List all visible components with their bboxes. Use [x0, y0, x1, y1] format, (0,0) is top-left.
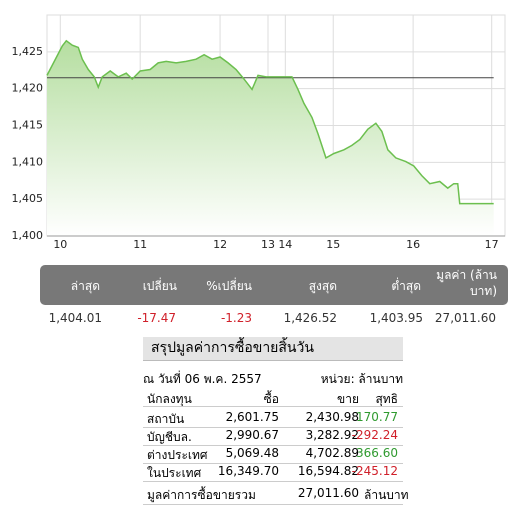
summary-value: 1,403.95: [369, 311, 423, 325]
summary-value: 27,011.60: [434, 311, 496, 325]
summary-value: 1,426.52: [283, 311, 337, 325]
summary-header: %เปลี่ยน: [206, 279, 252, 293]
row-line: [143, 406, 403, 407]
summary-header: เปลี่ยน: [142, 279, 177, 293]
table-cell: -245.12: [351, 464, 398, 478]
row-line: [143, 445, 403, 446]
table-cell: 5,069.48: [225, 446, 279, 460]
x-tick-label: 16: [406, 238, 420, 251]
y-tick-label: 1,420: [12, 82, 44, 95]
table-cell: 2,430.98: [305, 410, 359, 424]
x-tick-label: 10: [53, 238, 67, 251]
total-label: มูลค่าการซื้อขายรวม: [147, 488, 256, 502]
summary-header: มูลค่า (ล้านบาท): [436, 268, 497, 298]
total-unit: ล้านบาท: [364, 488, 409, 502]
summary-value: 1,404.01: [48, 311, 102, 325]
summary-bar: [40, 265, 508, 305]
summary-value: -17.47: [137, 311, 176, 325]
table-cell: -292.24: [351, 428, 398, 442]
table-cell: 170.77: [356, 410, 398, 424]
x-tick-label: 15: [326, 238, 340, 251]
x-tick-label: 14: [278, 238, 292, 251]
summary-value: -1.23: [220, 311, 252, 325]
y-tick-label: 1,410: [12, 155, 44, 168]
row-line: [143, 481, 403, 482]
x-tick-label: 11: [133, 238, 147, 251]
x-tick-label: 13: [261, 238, 275, 251]
y-tick-label: 1,400: [12, 229, 44, 242]
row-line: [143, 463, 403, 464]
table-cell: สถาบัน: [147, 412, 185, 426]
table-cell: 366.60: [356, 446, 398, 460]
row-line: [143, 427, 403, 428]
table-cell: 16,594.82: [297, 464, 359, 478]
area-fill: [47, 40, 494, 237]
table-cell: 4,702.89: [305, 446, 359, 460]
table-cell: ในประเทศ: [147, 466, 202, 480]
table-header: ขาย: [337, 392, 359, 406]
price-line: [46, 39, 494, 205]
table-date: ณ วันที่ 06 พ.ค. 2557: [143, 372, 262, 386]
table-title: สรุปมูลค่าการซื้อขายสิ้นวัน: [143, 337, 403, 361]
table-cell: 16,349.70: [217, 464, 279, 478]
table-unit: หน่วย: ล้านบาท: [320, 372, 403, 386]
table-header: สุทธิ: [375, 392, 398, 406]
table-cell: 3,282.92: [305, 428, 359, 442]
summary-header: ล่าสุด: [70, 279, 100, 293]
y-tick-label: 1,425: [12, 45, 44, 58]
x-tick-label: 17: [485, 238, 499, 251]
table-header: ซื้อ: [263, 392, 279, 406]
summary-header: ต่ำสุด: [391, 279, 421, 293]
total-value: 27,011.60: [297, 486, 359, 500]
table-cell: บัญชีบล.: [147, 430, 192, 444]
y-tick-label: 1,415: [12, 119, 44, 132]
summary-header: สูงสุด: [308, 279, 337, 293]
chart: 1,400 1,405 1,410 1,415 1,420 1,425 10 11 12 13 14…: [12, 14, 506, 251]
table-cell: 2,990.67: [225, 428, 279, 442]
table-cell: 2,601.75: [225, 410, 279, 424]
y-tick-label: 1,405: [12, 192, 44, 205]
table-cell: ต่างประเทศ: [147, 448, 208, 462]
row-line: [143, 504, 403, 505]
table-header: นักลงทุน: [147, 392, 192, 406]
x-tick-label: 12: [213, 238, 227, 251]
